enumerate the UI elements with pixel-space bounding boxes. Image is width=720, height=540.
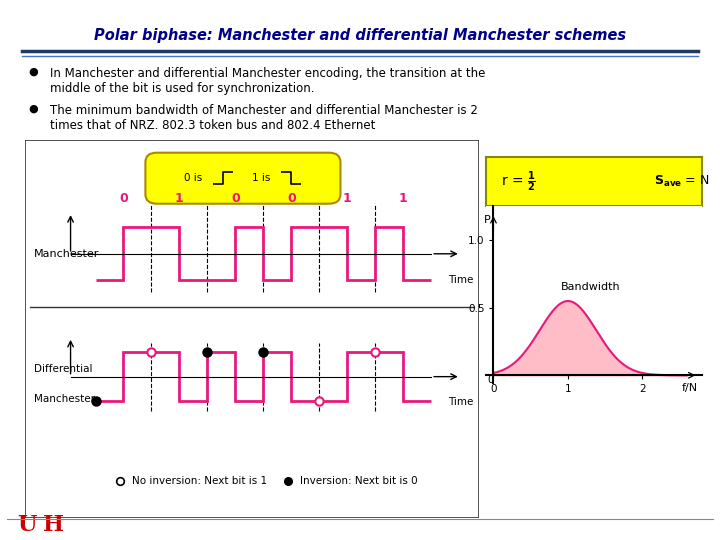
Text: 1: 1 (343, 192, 351, 206)
Text: 0: 0 (487, 375, 493, 386)
Text: 1: 1 (399, 192, 408, 206)
FancyBboxPatch shape (145, 153, 341, 204)
Text: 0: 0 (287, 192, 296, 206)
Text: The minimum bandwidth of Manchester and differential Manchester is 2: The minimum bandwidth of Manchester and … (50, 104, 478, 117)
Text: middle of the bit is used for synchronization.: middle of the bit is used for synchroniz… (50, 82, 315, 95)
Text: $\mathbf{S_{ave}}$ = N: $\mathbf{S_{ave}}$ = N (654, 174, 710, 189)
Text: Manchester: Manchester (35, 394, 95, 404)
Text: times that of NRZ. 802.3 token bus and 802.4 Ethernet: times that of NRZ. 802.3 token bus and 8… (50, 119, 376, 132)
Text: No inversion: Next bit is 1: No inversion: Next bit is 1 (132, 476, 267, 485)
Text: ●: ● (29, 104, 39, 114)
Text: Manchester: Manchester (35, 249, 99, 259)
Text: In Manchester and differential Manchester encoding, the transition at the: In Manchester and differential Mancheste… (50, 67, 486, 80)
Text: 0: 0 (231, 192, 240, 206)
Text: 0 is: 0 is (184, 173, 202, 183)
Text: r = $\mathbf{\frac{1}{2}}$: r = $\mathbf{\frac{1}{2}}$ (501, 170, 536, 194)
Text: Time: Time (448, 397, 473, 408)
Text: Polar biphase: Manchester and differential Manchester schemes: Polar biphase: Manchester and differenti… (94, 28, 626, 43)
Text: f/N: f/N (682, 383, 698, 394)
Text: ●: ● (29, 67, 39, 77)
Text: H: H (43, 514, 64, 536)
Text: Inversion: Next bit is 0: Inversion: Next bit is 0 (300, 476, 418, 485)
Text: 1: 1 (175, 192, 184, 206)
Text: Differential: Differential (35, 364, 93, 374)
Text: 1 is: 1 is (252, 173, 271, 183)
Text: 0: 0 (119, 192, 128, 206)
Text: P: P (484, 215, 491, 225)
Text: Time: Time (448, 275, 473, 285)
Text: U: U (17, 514, 36, 536)
Text: Bandwidth: Bandwidth (560, 281, 620, 292)
